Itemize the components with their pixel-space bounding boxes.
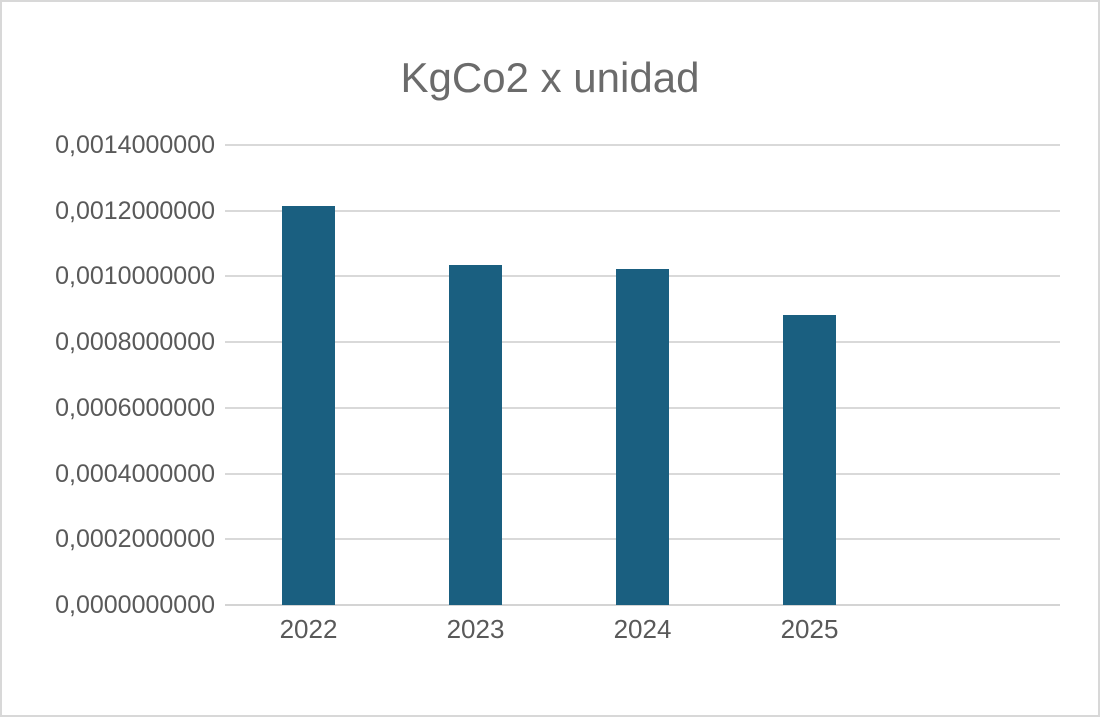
bar-2024[interactable] — [616, 269, 669, 605]
bar-2025[interactable] — [783, 315, 836, 605]
y-tick-label: 0,0008000000 — [55, 328, 215, 357]
y-tick-label: 0,0004000000 — [55, 459, 215, 488]
gridline — [225, 144, 1060, 146]
bar-2022[interactable] — [282, 206, 335, 605]
chart-title: KgCo2 x unidad — [400, 54, 700, 101]
y-tick-label: 0,0000000000 — [55, 591, 215, 619]
y-tick-label: 0,0012000000 — [55, 196, 215, 225]
bar-2023[interactable] — [449, 264, 502, 605]
x-tick-label-2024: 2024 — [613, 614, 672, 644]
plot-area — [225, 144, 1060, 606]
x-axis-line — [225, 604, 1060, 606]
y-tick-label: 0,0002000000 — [55, 525, 215, 554]
y-tick-label: 0,0014000000 — [55, 131, 215, 159]
x-tick-label-2025: 2025 — [780, 614, 839, 644]
y-tick-label: 0,0006000000 — [55, 393, 215, 422]
gridline — [225, 209, 1060, 212]
x-tick-label-2023: 2023 — [446, 614, 505, 644]
y-tick-label: 0,0010000000 — [55, 262, 215, 291]
x-tick-label-2022: 2022 — [279, 614, 338, 644]
